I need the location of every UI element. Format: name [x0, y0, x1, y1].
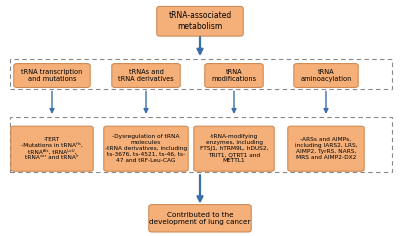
FancyBboxPatch shape — [112, 64, 180, 87]
Text: tRNA
modifications: tRNA modifications — [212, 69, 256, 82]
FancyBboxPatch shape — [14, 64, 90, 87]
Text: tRNA-associated
metabolism: tRNA-associated metabolism — [168, 11, 232, 31]
FancyBboxPatch shape — [104, 126, 188, 171]
Text: tRNAs and
tRNA derivatives: tRNAs and tRNA derivatives — [118, 69, 174, 82]
Text: -ARSs and AIMPs,
including IARS2, LRS,
AIMP2, TyrRS, NARS,
MRS and AIMP2-DX2: -ARSs and AIMPs, including IARS2, LRS, A… — [295, 137, 357, 160]
Text: -tRNA-modifying
enzymes, including
FTSJ1, hTRM9L, hDUS2,
TRIT1, QTRT1 and
METTL1: -tRNA-modifying enzymes, including FTSJ1… — [200, 134, 268, 163]
FancyBboxPatch shape — [194, 126, 274, 171]
Bar — [10, 117, 392, 172]
FancyBboxPatch shape — [294, 64, 358, 87]
Bar — [10, 59, 392, 88]
Text: -Dysregulation of tRNA
molecules
-tRNA derivatives, including
ts-3676, ts-4521, : -Dysregulation of tRNA molecules -tRNA d… — [105, 134, 187, 163]
FancyBboxPatch shape — [11, 126, 93, 171]
FancyBboxPatch shape — [288, 126, 364, 171]
FancyBboxPatch shape — [157, 6, 243, 36]
FancyBboxPatch shape — [205, 64, 263, 87]
Text: tRNA transcription
and mutations: tRNA transcription and mutations — [21, 69, 83, 82]
Text: -TERT
-Mutations in tRNAᴴˢ,
tRNAᴬˡˢ, tRNAᴸᵉᵁ,
tRNAˢᵉʳ and tRNAᴵʳ: -TERT -Mutations in tRNAᴴˢ, tRNAᴬˡˢ, tRN… — [21, 137, 83, 160]
Text: Contributed to the
development of lung cancer: Contributed to the development of lung c… — [149, 212, 251, 225]
Text: tRNA
aminoacylation: tRNA aminoacylation — [300, 69, 352, 82]
FancyBboxPatch shape — [149, 205, 251, 232]
